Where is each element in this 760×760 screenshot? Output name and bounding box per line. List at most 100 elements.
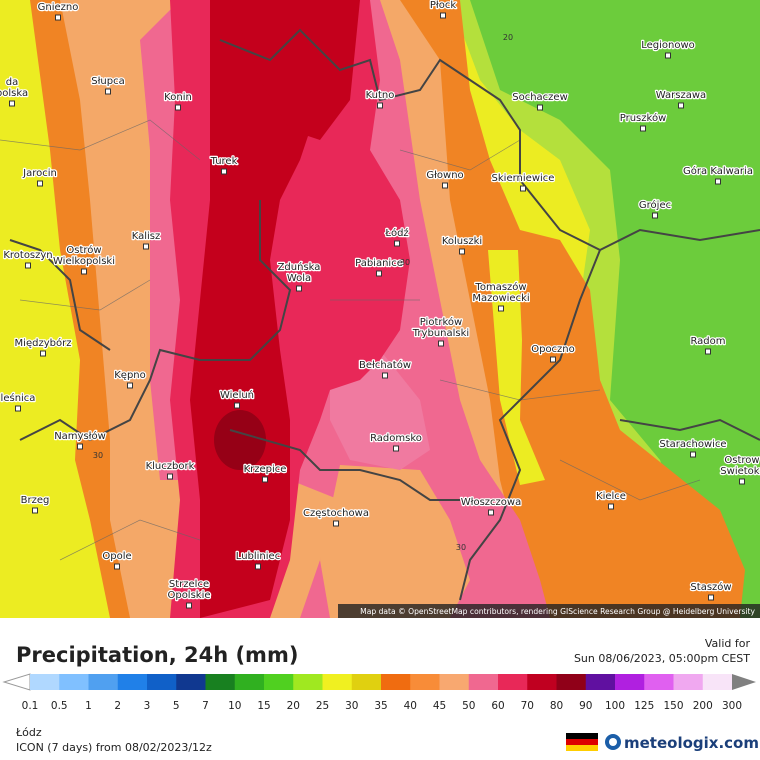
color-bar-box	[147, 674, 177, 690]
color-bar-end	[732, 674, 756, 690]
city: Lubliniec	[235, 550, 281, 570]
city-marker	[234, 402, 240, 409]
contour-label: 30	[93, 451, 103, 460]
color-bar-label: 125	[634, 700, 654, 712]
city: Pabianice	[354, 257, 404, 277]
city-marker	[652, 212, 658, 219]
city: Sochaczew	[511, 91, 569, 111]
city-label: Łódź	[384, 227, 408, 239]
city-marker	[9, 100, 15, 107]
city-marker	[708, 594, 714, 601]
city-marker	[438, 340, 444, 347]
city-marker	[55, 14, 61, 21]
city-marker	[296, 285, 302, 292]
city: Warszawa	[655, 89, 707, 109]
color-bar-label: 20	[287, 700, 300, 712]
city: dapolska	[0, 76, 29, 107]
city-marker	[488, 509, 494, 516]
color-bar-box	[381, 674, 411, 690]
city-marker	[498, 305, 504, 312]
city: Krzepice	[242, 463, 288, 483]
city: Kutno	[364, 89, 396, 109]
color-bar-box	[234, 674, 265, 690]
city-marker	[81, 268, 87, 275]
city-marker	[393, 445, 399, 452]
flag-de	[566, 733, 598, 751]
city-label: Warszawa	[656, 90, 706, 101]
city-label: Góra Kalwaria	[683, 165, 753, 177]
color-bar-label: 40	[404, 700, 417, 712]
city-label: Strzelce	[169, 579, 209, 590]
city-label: Konin	[164, 92, 192, 103]
city-marker	[608, 503, 614, 510]
color-bar-label: 0.5	[51, 700, 68, 712]
city-label: Skierniewice	[492, 173, 555, 184]
city: Skierniewice	[490, 172, 556, 192]
city: Starachowice	[658, 438, 728, 458]
city-label: Wola	[287, 273, 311, 284]
location: Łódz	[15, 726, 42, 739]
flag-stripe	[566, 733, 598, 739]
color-bar-label: 10	[228, 700, 241, 712]
city: Kalisz	[130, 230, 162, 250]
city-marker	[377, 102, 383, 109]
city-marker	[32, 507, 38, 514]
city: Namysłów	[53, 429, 107, 450]
brand-logo	[609, 738, 617, 746]
valid-label: Valid for	[705, 637, 751, 650]
precip-area	[214, 410, 266, 470]
color-bar-label: 30	[345, 700, 358, 712]
city-marker	[715, 178, 721, 185]
city-marker	[537, 104, 543, 111]
color-bar-label: 15	[257, 700, 270, 712]
region-border	[219, 28, 602, 601]
city: Konin	[163, 91, 193, 111]
city-marker	[77, 443, 83, 450]
color-bar-box	[615, 674, 645, 690]
color-bar-label: 200	[693, 700, 713, 712]
city-marker	[382, 372, 388, 379]
city-label: Opoczno	[531, 344, 575, 355]
city-label: Staszów	[690, 581, 731, 593]
color-bar-box	[205, 674, 236, 690]
city-label: Wielkopolski	[53, 256, 115, 267]
color-bar-box	[468, 674, 499, 690]
city: Legionowo	[640, 39, 696, 59]
color-bar-box	[351, 674, 382, 690]
city: Płock	[429, 0, 458, 19]
precip-area	[320, 465, 470, 618]
color-bar-box	[322, 674, 353, 690]
city-marker	[175, 104, 181, 111]
city-marker	[440, 12, 446, 19]
color-bar-box	[410, 674, 440, 690]
city: Włoszczowa	[460, 496, 522, 516]
color-bar-label: 35	[374, 700, 387, 712]
city-marker	[333, 520, 339, 527]
city-label: Kluczbork	[146, 461, 195, 472]
city: Bełchatów	[358, 358, 412, 379]
color-bar-label: 50	[462, 700, 475, 712]
contour-label: 30	[456, 543, 466, 552]
city: Krotoszyn	[2, 249, 54, 269]
attribution: Map data © OpenStreetMap contributors, r…	[360, 607, 755, 616]
color-bar-label: 1	[85, 700, 92, 712]
color-bar-box	[527, 674, 557, 690]
color-bar-box	[439, 674, 470, 690]
brand[interactable]: meteologix.com	[624, 734, 759, 752]
city-label: Międzybórz	[15, 337, 72, 349]
city-marker	[376, 270, 382, 277]
color-bar-label: 5	[173, 700, 180, 712]
city-marker	[143, 243, 149, 250]
city: Radomsko	[369, 432, 423, 452]
color-bar-box	[59, 674, 89, 690]
city: Radom	[689, 335, 727, 355]
city-label: Starachowice	[659, 439, 726, 450]
city: Pruszków	[619, 111, 668, 132]
city-marker	[705, 348, 711, 355]
color-bar-box	[702, 674, 733, 690]
color-bar-label: 25	[316, 700, 329, 712]
city-marker	[640, 125, 646, 132]
city-label: Wieluń	[220, 389, 254, 401]
